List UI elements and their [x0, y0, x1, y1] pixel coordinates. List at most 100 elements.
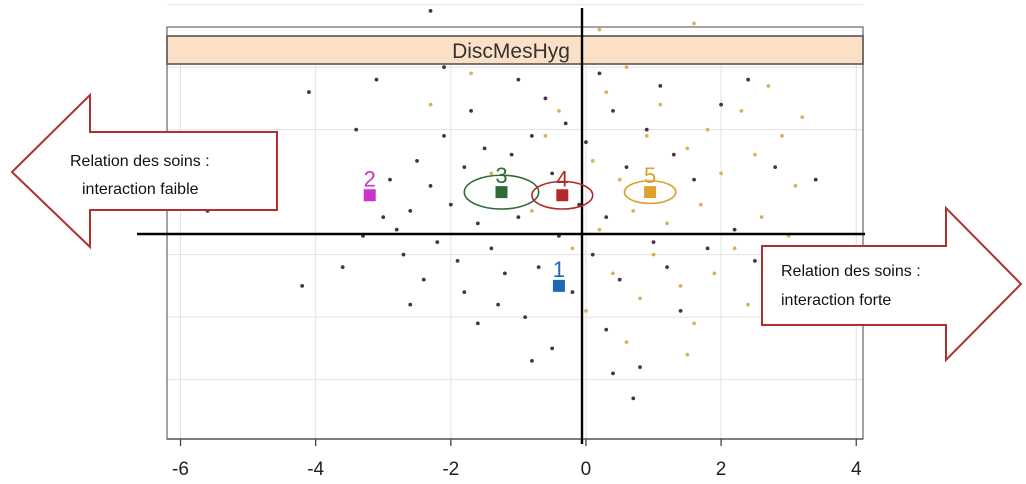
point-light-2 — [489, 171, 494, 176]
point-light-35 — [752, 152, 757, 157]
cluster-label-5: 5 — [644, 163, 656, 188]
point-light-19 — [651, 252, 656, 257]
x-tick-label-4: 2 — [716, 459, 727, 480]
x-tick-label-0: -6 — [172, 459, 189, 480]
point-light-34 — [746, 302, 751, 307]
point-dark-34 — [536, 265, 541, 270]
panel-strip — [166, 35, 864, 65]
point-light-17 — [638, 296, 642, 301]
point-dark-36 — [550, 346, 555, 351]
point-dark-31 — [516, 215, 521, 220]
point-light-7 — [570, 246, 575, 251]
point-dark-12 — [415, 158, 419, 163]
point-light-20 — [658, 102, 663, 107]
point-dark-53 — [644, 127, 649, 132]
point-light-13 — [611, 271, 615, 276]
point-dark-63 — [746, 77, 751, 82]
point-light-0 — [428, 102, 433, 107]
point-light-32 — [732, 246, 737, 251]
cluster-label-2: 2 — [364, 166, 376, 191]
point-dark-19 — [448, 202, 453, 207]
point-dark-57 — [671, 152, 676, 157]
point-light-23 — [678, 283, 683, 288]
point-light-30 — [719, 171, 723, 176]
point-dark-65 — [773, 165, 778, 170]
point-dark-15 — [428, 8, 433, 13]
right-arrow-line1: Relation des soins : — [781, 263, 921, 280]
point-light-29 — [712, 271, 717, 276]
point-light-16 — [631, 208, 636, 213]
point-light-12 — [604, 90, 609, 95]
point-light-10 — [590, 158, 595, 163]
x-tick-label-2: -2 — [442, 459, 459, 480]
point-dark-39 — [563, 121, 568, 126]
x-tick-label-5: 4 — [851, 459, 862, 480]
point-dark-43 — [584, 140, 588, 145]
point-dark-30 — [516, 77, 521, 82]
point-dark-21 — [462, 165, 467, 170]
left-arrow-callout: Relation des soins : interaction faible — [10, 92, 278, 250]
point-dark-47 — [604, 327, 609, 332]
x-tick-label-3: 0 — [581, 459, 592, 480]
point-dark-14 — [428, 183, 433, 188]
cluster-layer: 1 2 3 4 5 — [363, 163, 677, 292]
point-dark-35 — [543, 96, 548, 101]
point-dark-49 — [617, 277, 622, 282]
point-light-41 — [800, 115, 805, 120]
point-dark-50 — [624, 165, 629, 170]
point-dark-16 — [435, 240, 440, 245]
point-dark-40 — [570, 290, 575, 295]
point-dark-56 — [665, 265, 669, 270]
point-dark-45 — [597, 71, 602, 76]
panel-title: DiscMesHyg — [452, 40, 570, 63]
cluster-marker-3 — [495, 186, 508, 199]
point-light-5 — [543, 133, 548, 138]
cluster-ellipse-3 — [463, 174, 540, 210]
point-dark-22 — [462, 290, 467, 295]
point-dark-17 — [442, 133, 446, 138]
point-dark-26 — [489, 246, 494, 251]
left-arrow-line2: interaction faible — [82, 181, 199, 198]
cluster-ellipse-5 — [623, 180, 677, 205]
point-light-36 — [759, 215, 764, 220]
cluster-label-1: 1 — [553, 257, 565, 282]
cluster-marker-1 — [552, 279, 565, 292]
cluster-ellipse-4 — [531, 180, 594, 210]
point-dark-67 — [475, 321, 480, 326]
point-light-11 — [597, 227, 602, 232]
point-light-33 — [739, 108, 744, 113]
point-light-25 — [692, 321, 696, 326]
point-dark-10 — [401, 252, 406, 257]
point-dark-25 — [482, 146, 487, 151]
point-light-43 — [685, 352, 690, 357]
point-light-39 — [780, 133, 784, 138]
point-dark-48 — [611, 108, 615, 113]
point-light-14 — [617, 177, 622, 182]
point-dark-8 — [388, 177, 392, 182]
point-light-4 — [529, 208, 534, 213]
point-dark-20 — [455, 258, 460, 263]
point-light-9 — [584, 308, 588, 313]
point-dark-11 — [408, 208, 413, 213]
point-dark-18 — [442, 65, 446, 70]
x-tick-label-1: -4 — [307, 459, 324, 480]
point-dark-13 — [421, 277, 426, 282]
cluster-label-3: 3 — [495, 163, 507, 188]
point-dark-33 — [529, 133, 534, 138]
right-arrow-shape — [761, 205, 1023, 363]
cluster-marker-4 — [556, 189, 569, 202]
point-dark-71 — [496, 302, 501, 307]
point-light-28 — [705, 127, 710, 132]
point-light-21 — [665, 221, 669, 226]
point-dark-66 — [813, 177, 818, 182]
point-dark-9 — [394, 227, 399, 232]
point-light-37 — [766, 83, 771, 88]
cluster-marker-2 — [363, 189, 376, 202]
point-light-15 — [624, 65, 629, 70]
point-light-24 — [685, 146, 690, 151]
point-dark-60 — [705, 246, 710, 251]
point-dark-44 — [590, 252, 595, 257]
point-dark-6 — [374, 77, 379, 82]
point-dark-68 — [529, 358, 534, 363]
